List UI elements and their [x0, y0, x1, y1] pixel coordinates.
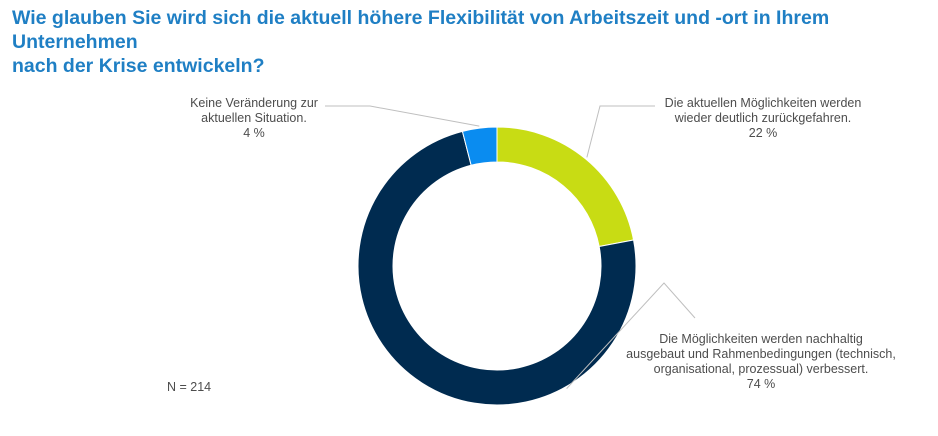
donut-slice-1	[496, 126, 635, 248]
slice-label-1-line-1: Die aktuellen Möglichkeiten werden	[665, 96, 862, 110]
slice-label-2-line-2: ausgebaut und Rahmenbedingungen (technis…	[626, 347, 896, 361]
leader-line-3	[325, 105, 480, 127]
chart-title-line-2: nach der Krise entwickeln?	[12, 55, 265, 77]
slice-label-3-line-2: aktuellen Situation.	[201, 111, 307, 125]
slice-value-label-2: 74 %	[747, 377, 776, 391]
leader-line-1	[586, 105, 655, 158]
slice-value-label-1: 22 %	[749, 126, 778, 140]
slice-label-1-line-2: wieder deutlich zurückgefahren.	[674, 111, 852, 125]
slice-value-label-3: 4 %	[243, 126, 265, 140]
donut-slice-2	[357, 130, 637, 406]
leader-line-2	[566, 282, 696, 389]
slice-label-2-line-1: Die Möglichkeiten werden nachhaltig	[659, 332, 863, 346]
sample-size-note: N = 214	[167, 380, 212, 394]
slice-label-2-line-3: organisational, prozessual) verbessert.	[654, 362, 869, 376]
chart-title-line-1: Wie glauben Sie wird sich die aktuell hö…	[12, 7, 830, 53]
chart-title: Wie glauben Sie wird sich die aktuell hö…	[12, 6, 912, 78]
slice-label-3-line-1: Keine Veränderung zur	[190, 96, 318, 110]
donut-slice-3	[461, 126, 498, 166]
